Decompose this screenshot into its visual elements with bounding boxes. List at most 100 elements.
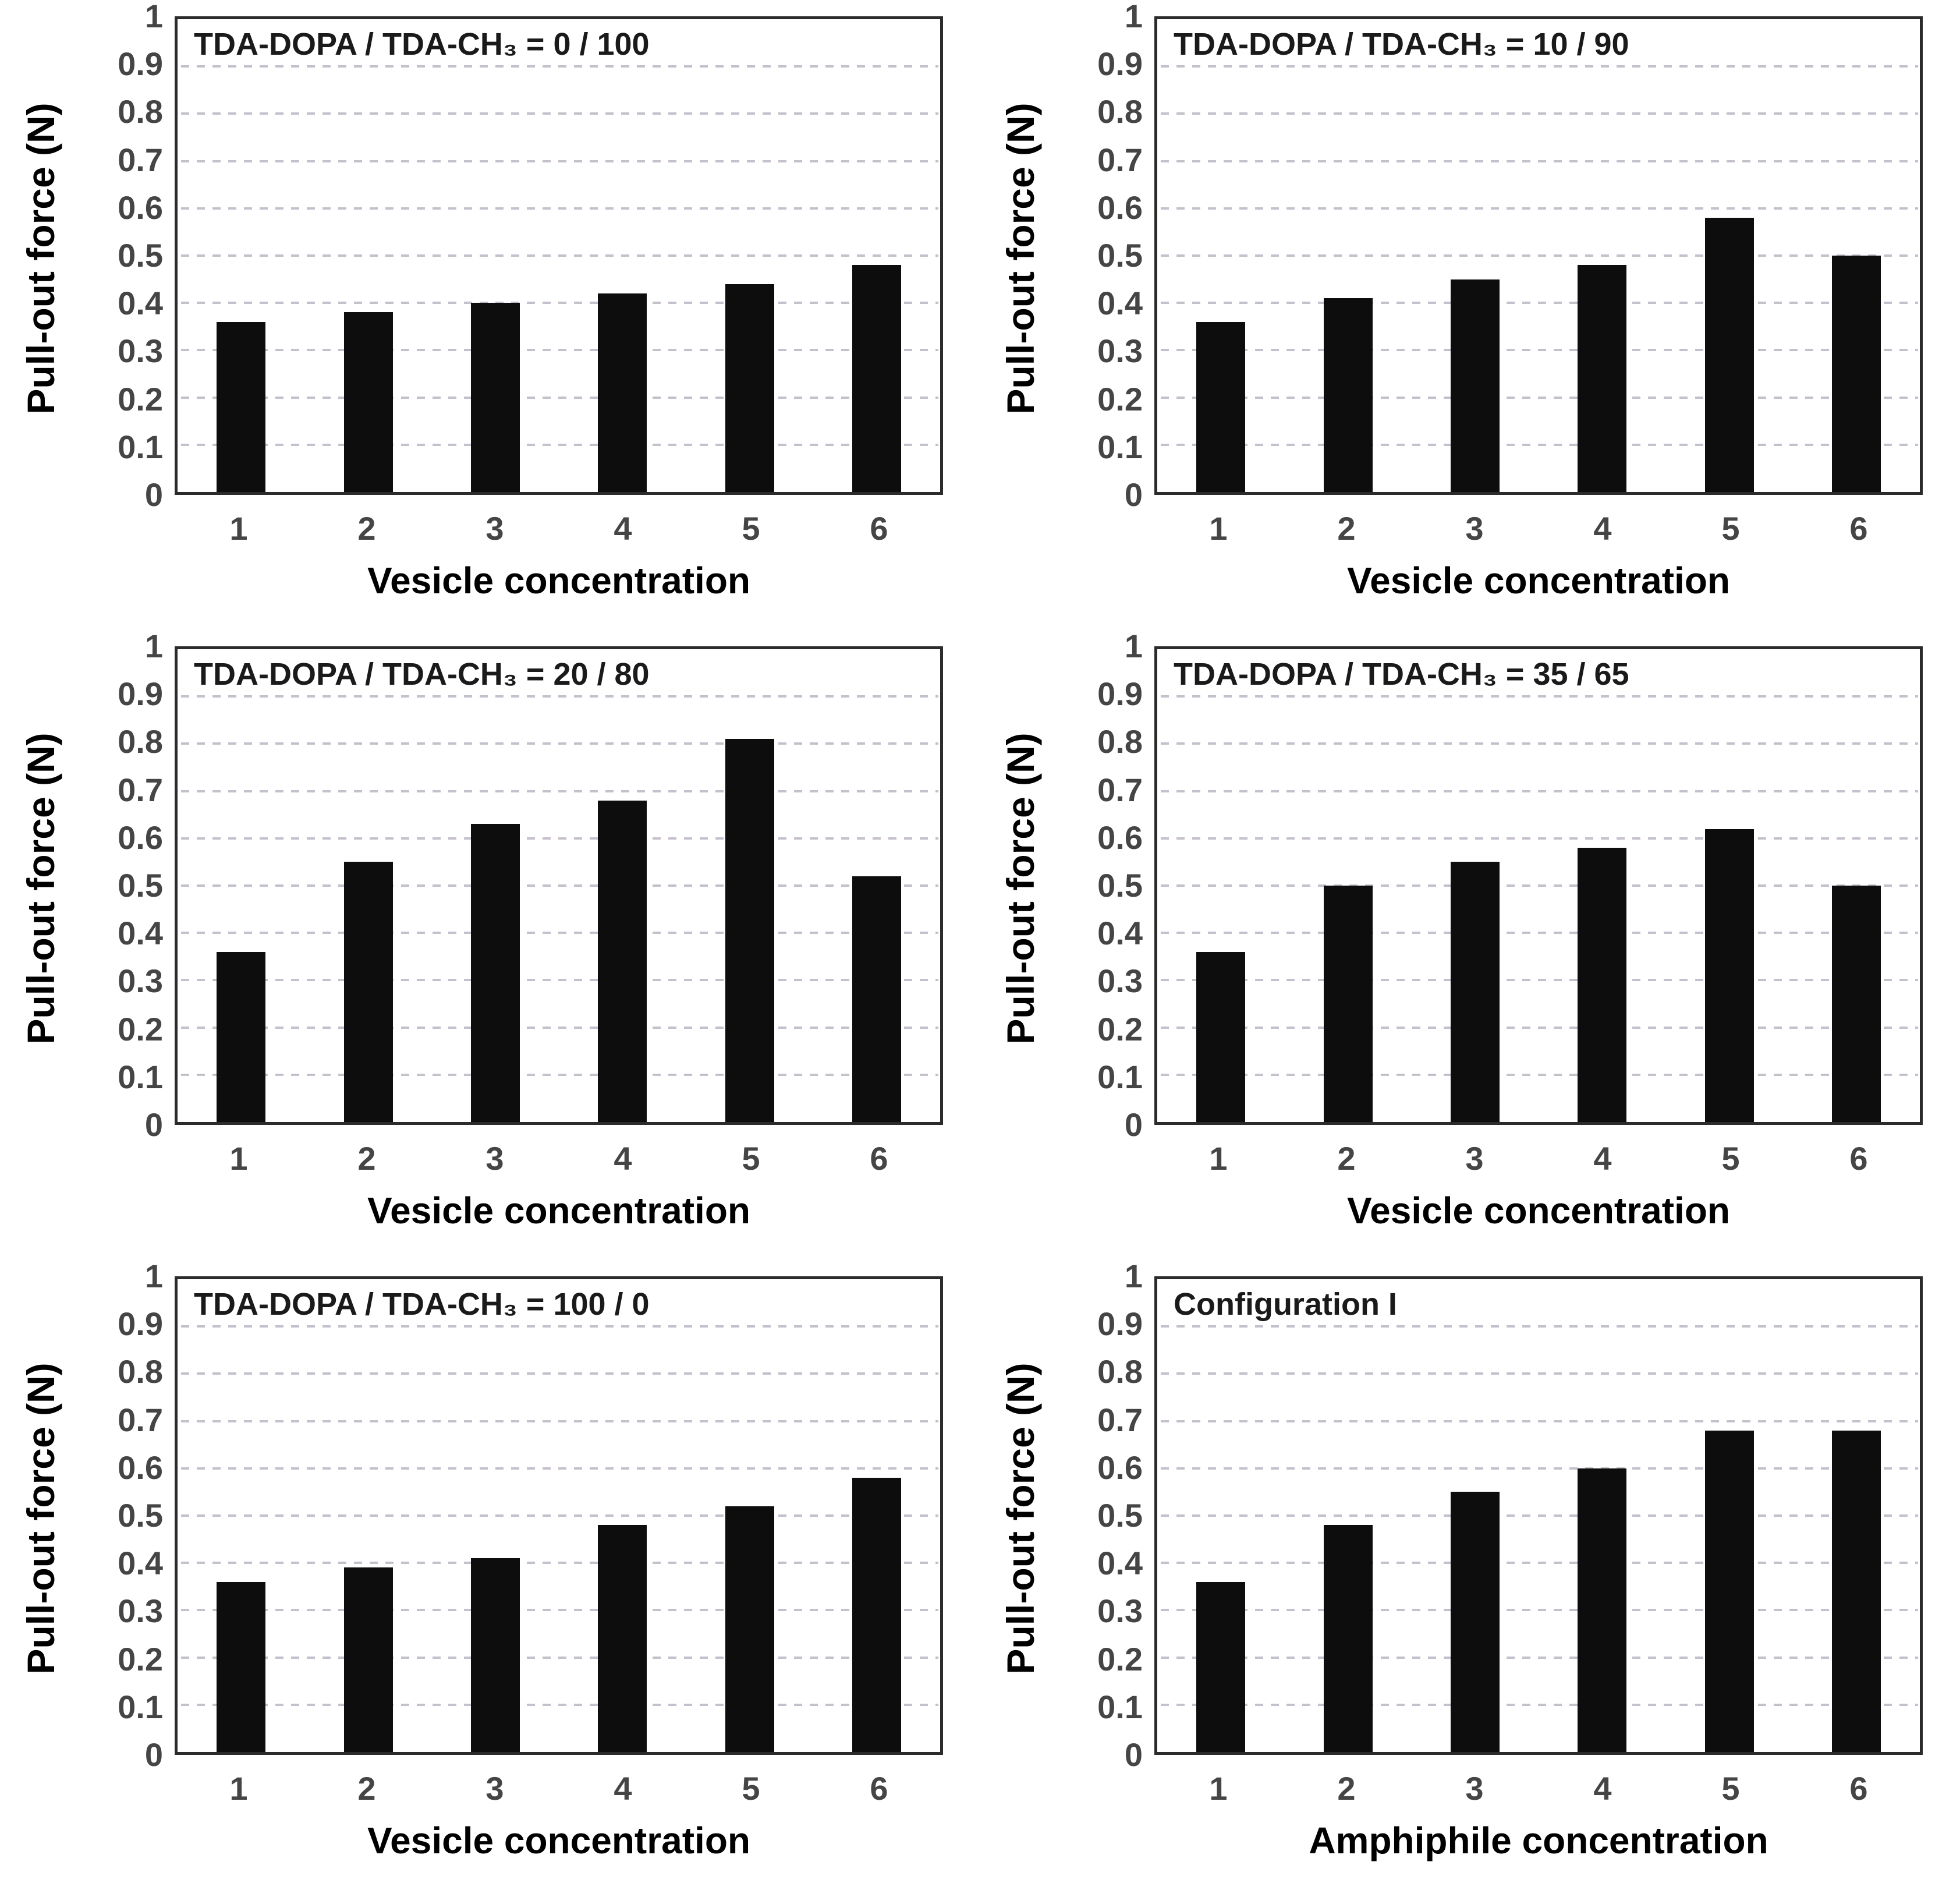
plot-area: TDA-DOPA / TDA-CH₃ = 0 / 100 — [175, 16, 943, 495]
bar — [1704, 1430, 1754, 1752]
bar — [1831, 256, 1881, 492]
bar — [598, 800, 647, 1122]
y-tick-label: 0.5 — [118, 867, 163, 904]
y-axis-title: Pull-out force (N) — [999, 102, 1042, 415]
y-tick-label: 0.3 — [1097, 1592, 1143, 1630]
x-tick-label: 5 — [742, 1770, 760, 1807]
gridline — [1161, 443, 1918, 446]
y-axis-title: Pull-out force (N) — [19, 102, 62, 415]
gridline — [181, 1372, 938, 1375]
plot-area: TDA-DOPA / TDA-CH₃ = 100 / 0 — [175, 1276, 943, 1755]
bar — [470, 303, 520, 492]
gridline — [181, 1026, 938, 1029]
y-tick-label: 0.7 — [1097, 1401, 1143, 1438]
x-tick-label: 3 — [485, 1140, 504, 1177]
plot-area: TDA-DOPA / TDA-CH₃ = 10 / 90 — [1154, 16, 1923, 495]
gridline — [1161, 837, 1918, 840]
y-tick-label: 0.3 — [118, 332, 163, 370]
gridline — [1161, 254, 1918, 257]
gridline — [181, 207, 938, 210]
x-tick-label: 2 — [357, 1770, 376, 1807]
gridline — [181, 443, 938, 446]
gridline — [1161, 884, 1918, 887]
gridline — [181, 1467, 938, 1470]
bar — [1704, 829, 1754, 1122]
y-tick-label: 0.5 — [1097, 1497, 1143, 1534]
bar — [598, 1525, 647, 1752]
bar — [1578, 848, 1627, 1122]
x-tick-label: 3 — [1465, 1140, 1484, 1177]
x-axis-title: Amphiphile concentration — [1309, 1820, 1768, 1861]
chart-panel: Pull-out force (N) 1 0.9 0.8 0.7 0.6 0.5 0.4 0.3… — [0, 0, 980, 630]
y-tick-label: 0.7 — [1097, 771, 1143, 808]
x-tick-label: 4 — [1593, 510, 1612, 547]
y-tick-label: 0.1 — [118, 1688, 163, 1725]
gridline — [181, 932, 938, 935]
gridline — [1161, 65, 1918, 68]
x-tick-label: 1 — [1209, 1770, 1228, 1807]
x-tick-label: 1 — [229, 510, 248, 547]
gridline — [181, 160, 938, 162]
y-tick-label: 0.8 — [118, 723, 163, 760]
bar — [1578, 1468, 1627, 1752]
gridline — [181, 742, 938, 745]
bar — [343, 862, 393, 1122]
y-tick-label: 0.2 — [1097, 1640, 1143, 1677]
x-tick-label: 2 — [357, 510, 376, 547]
y-tick-label: 1 — [144, 1260, 163, 1294]
y-tick-label: 0.2 — [118, 380, 163, 417]
y-tick-label: 0.4 — [1097, 915, 1143, 952]
gridline — [1161, 979, 1918, 982]
x-tick-label: 4 — [614, 1770, 632, 1807]
bar — [343, 312, 393, 492]
gridline — [181, 837, 938, 840]
x-tick-label: 1 — [229, 1140, 248, 1177]
x-tick-label: 6 — [1849, 1770, 1868, 1807]
gridline — [181, 884, 938, 887]
y-tick-label: 0.4 — [118, 915, 163, 952]
gridline — [181, 254, 938, 257]
bar — [1578, 265, 1627, 492]
y-tick-label: 0.6 — [118, 189, 163, 226]
gridline — [1161, 1325, 1918, 1328]
y-tick-label: 0 — [144, 476, 163, 513]
y-tick-label: 0.8 — [1097, 1353, 1143, 1390]
y-tick-label: 0 — [144, 1106, 163, 1143]
bar — [725, 1506, 774, 1752]
bar — [343, 1567, 393, 1752]
x-tick-label: 2 — [1337, 1140, 1356, 1177]
y-tick-label: 0.6 — [1097, 819, 1143, 856]
bar — [1323, 886, 1373, 1122]
y-axis-title: Pull-out force (N) — [19, 732, 62, 1045]
x-tick-label: 4 — [1593, 1770, 1612, 1807]
y-tick-label: 1 — [1124, 630, 1143, 664]
y-tick-label: 0.9 — [1097, 1305, 1143, 1343]
gridline — [1161, 1656, 1918, 1659]
bar — [217, 951, 266, 1122]
x-tick-label: 2 — [1337, 510, 1356, 547]
gridline — [1161, 1372, 1918, 1375]
y-tick-label: 0.7 — [118, 1401, 163, 1438]
gridline — [1161, 695, 1918, 698]
y-tick-label: 0.8 — [1097, 93, 1143, 130]
y-tick-label: 0.1 — [1097, 1058, 1143, 1095]
gridline — [1161, 207, 1918, 210]
y-tick-label: 0.9 — [118, 45, 163, 83]
y-tick-label: 0.9 — [118, 675, 163, 713]
x-tick-label: 6 — [1849, 510, 1868, 547]
y-tick-label: 0.1 — [1097, 428, 1143, 465]
y-tick-label: 0.8 — [118, 93, 163, 130]
x-axis-title: Vesicle concentration — [367, 1190, 751, 1231]
bar — [470, 1558, 520, 1752]
gridline — [1161, 1420, 1918, 1422]
panel-title: TDA-DOPA / TDA-CH₃ = 0 / 100 — [194, 27, 650, 62]
x-tick-label: 5 — [1721, 510, 1740, 547]
y-axis-title: Pull-out force (N) — [999, 1362, 1042, 1675]
y-tick-label: 0.5 — [118, 1497, 163, 1534]
x-tick-label: 5 — [742, 510, 760, 547]
y-axis-title: Pull-out force (N) — [999, 732, 1042, 1045]
x-tick-label: 5 — [1721, 1770, 1740, 1807]
bar — [217, 321, 266, 492]
y-tick-label: 0.6 — [118, 1449, 163, 1486]
